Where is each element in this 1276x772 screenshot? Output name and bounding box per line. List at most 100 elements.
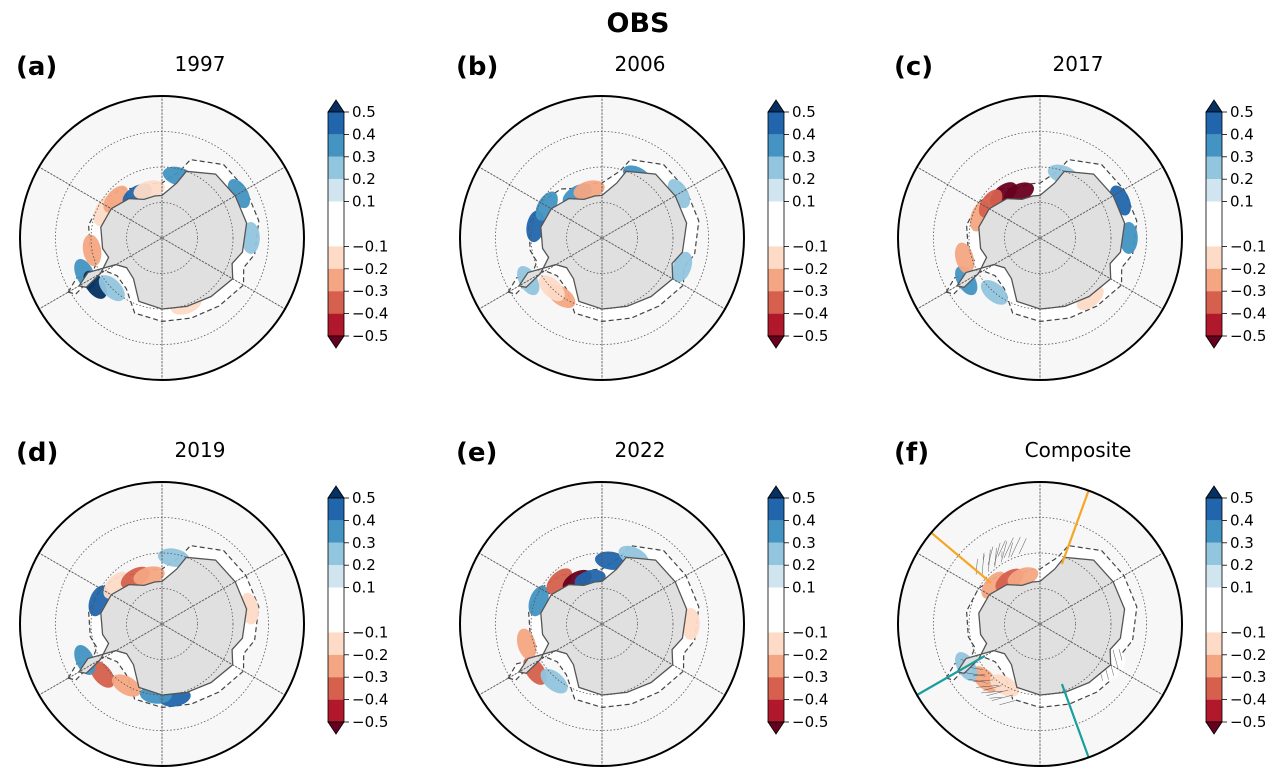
polar-map <box>14 476 310 772</box>
colorbar-segment <box>768 314 784 336</box>
polar-map <box>14 90 310 386</box>
colorbar-segment <box>328 565 344 587</box>
colorbar-segment <box>1206 134 1222 156</box>
colorbar-tick-label: 0.5 <box>1230 103 1254 121</box>
panel-title: 1997 <box>90 52 310 76</box>
colorbar-extend-high <box>1206 100 1222 112</box>
colorbar-segment <box>328 179 344 201</box>
colorbar-segment <box>328 588 344 610</box>
colorbar-tick-label: −0.5 <box>1230 713 1266 731</box>
colorbar-tick-label: 0.4 <box>792 125 816 143</box>
map-panel-b: (b) 2006 0.5 0.4 0.3 0.2 0.1 −0.1 −0.2 −0.3 −0.4 −0… <box>448 50 868 380</box>
colorbar-segment <box>768 112 784 134</box>
colorbar-segment <box>328 498 344 520</box>
colorbar-segment <box>328 610 344 632</box>
map-panel-f: (f) Composite 0.5 0.4 0.3 0.2 0.1 −0.1 −0.2 −0.3 −… <box>886 436 1276 766</box>
colorbar-tick-label: −0.3 <box>1230 668 1266 686</box>
colorbar-segment <box>328 269 344 291</box>
panel-label: (a) <box>16 52 57 82</box>
figure-title: OBS <box>0 8 1276 39</box>
colorbar-tick-label: 0.5 <box>792 489 816 507</box>
colorbar-tick-label: 0.3 <box>792 148 816 166</box>
colorbar-tick-label: −0.3 <box>352 668 388 686</box>
colorbar-segment <box>1206 632 1222 654</box>
colorbar-extend-low <box>768 336 784 348</box>
colorbar-tick-label: 0.3 <box>352 148 376 166</box>
panel-title: 2022 <box>530 438 750 462</box>
map-panel-e: (e) 2022 0.5 0.4 0.3 0.2 0.1 −0.1 −0.2 −0.3 −0.4 −0… <box>448 436 868 766</box>
colorbar-tick-label: 0.2 <box>1230 556 1254 574</box>
polar-map <box>454 90 750 386</box>
colorbar-tick-label: −0.2 <box>792 646 828 664</box>
colorbar-segment <box>768 134 784 156</box>
panel-label: (d) <box>16 438 58 468</box>
map-panel-c: (c) 2017 0.5 0.4 0.3 0.2 0.1 −0.1 −0.2 −0.3 −0.4 −0… <box>886 50 1276 380</box>
colorbar-segment <box>768 632 784 654</box>
colorbar-segment <box>328 134 344 156</box>
colorbar-tick-label: 0.4 <box>1230 125 1254 143</box>
colorbar-segment <box>1206 565 1222 587</box>
panel-label: (e) <box>456 438 497 468</box>
colorbar-extend-high <box>768 100 784 112</box>
colorbar-tick-label: −0.2 <box>1230 646 1266 664</box>
colorbar-segment <box>328 314 344 336</box>
colorbar-tick-label: −0.1 <box>792 623 828 641</box>
colorbar-tick-label: 0.5 <box>352 489 376 507</box>
panel-title: 2019 <box>90 438 310 462</box>
polar-map <box>892 476 1188 772</box>
colorbar-tick-label: −0.1 <box>352 623 388 641</box>
colorbar-tick-label: −0.2 <box>1230 260 1266 278</box>
colorbar-segment <box>1206 112 1222 134</box>
colorbar-tick-label: −0.5 <box>792 327 828 345</box>
colorbar-tick-label: 0.2 <box>352 170 376 188</box>
colorbar-tick-label: 0.1 <box>1230 579 1254 597</box>
colorbar-tick-label: 0.1 <box>352 579 376 597</box>
colorbar-tick-label: 0.1 <box>792 579 816 597</box>
colorbar-segment <box>328 677 344 699</box>
colorbar-segment <box>328 224 344 246</box>
panel-label: (f) <box>894 438 929 468</box>
colorbar-segment <box>1206 314 1222 336</box>
colorbar-tick-label: 0.4 <box>352 511 376 529</box>
colorbar-segment <box>1206 179 1222 201</box>
colorbar-segment <box>328 112 344 134</box>
colorbar-tick-label: 0.4 <box>1230 511 1254 529</box>
colorbar-tick-label: 0.4 <box>352 125 376 143</box>
colorbar-tick-label: 0.3 <box>352 534 376 552</box>
colorbar-segment <box>768 202 784 224</box>
colorbar-extend-low <box>1206 722 1222 734</box>
colorbar-tick-label: 0.2 <box>792 556 816 574</box>
colorbar-tick-label: 0.5 <box>792 103 816 121</box>
colorbar-segment <box>1206 588 1222 610</box>
colorbar-segment <box>768 543 784 565</box>
colorbar-segment <box>768 655 784 677</box>
panel-label: (c) <box>894 52 933 82</box>
colorbar-segment <box>768 246 784 268</box>
colorbar-tick-label: −0.4 <box>352 305 388 323</box>
colorbar-extend-low <box>328 722 344 734</box>
colorbar-tick-label: 0.4 <box>792 511 816 529</box>
colorbar-segment <box>768 588 784 610</box>
colorbar-extend-low <box>328 336 344 348</box>
colorbar-extend-high <box>1206 486 1222 498</box>
colorbar-tick-label: −0.2 <box>352 260 388 278</box>
colorbar-segment <box>768 498 784 520</box>
colorbar-segment <box>1206 655 1222 677</box>
colorbar: 0.5 0.4 0.3 0.2 0.1 −0.1 −0.2 −0.3 −0.4 −0.5 <box>320 484 420 754</box>
colorbar-segment <box>1206 291 1222 313</box>
colorbar-tick-label: 0.3 <box>792 534 816 552</box>
colorbar-tick-label: −0.4 <box>792 691 828 709</box>
colorbar-tick-label: 0.1 <box>352 193 376 211</box>
colorbar-tick-label: −0.5 <box>792 713 828 731</box>
colorbar-segment <box>1206 610 1222 632</box>
colorbar-tick-label: −0.5 <box>352 713 388 731</box>
colorbar-tick-label: 0.2 <box>352 556 376 574</box>
panel-title: 2017 <box>968 52 1188 76</box>
colorbar-tick-label: 0.1 <box>1230 193 1254 211</box>
colorbar-segment <box>328 520 344 542</box>
colorbar-tick-label: −0.1 <box>792 237 828 255</box>
colorbar-extend-high <box>768 486 784 498</box>
colorbar-segment <box>1206 269 1222 291</box>
colorbar-segment <box>1206 677 1222 699</box>
colorbar: 0.5 0.4 0.3 0.2 0.1 −0.1 −0.2 −0.3 −0.4 −0.5 <box>320 98 420 368</box>
